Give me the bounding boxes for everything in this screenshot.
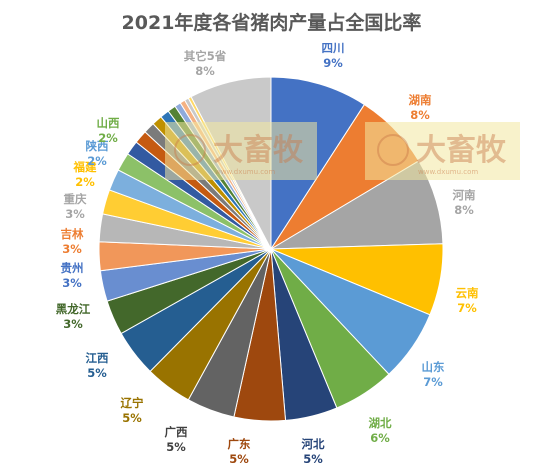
slice-name-label: 山东 [422,360,445,374]
slice-name-label: 湖南 [409,93,432,107]
slice-name-label: 辽宁 [121,396,144,410]
watermark-left: 大畜牧 www.dxumu.com [165,122,317,180]
slice-name-label: 福建 [73,160,97,174]
slice-name-label: 陕西 [86,139,109,153]
watermark-site: www.dxumu.com [418,168,478,176]
slice-percent-label: 3% [65,207,85,221]
slice-name-label: 四川 [322,41,345,55]
slice-percent-label: 8% [454,203,474,217]
slice-percent-label: 5% [229,452,249,466]
slice-name-label: 山西 [97,116,120,130]
slice-percent-label: 9% [323,56,343,70]
pie-slice [270,76,366,251]
slice-percent-label: 2% [87,154,107,168]
slice-percent-label: 8% [410,108,430,122]
slice-percent-label: 5% [303,452,323,466]
pie-labels: 四川9%湖南8%河南8%云南7%山东7%湖北6%河北5%广东5%广西5%辽宁5%… [56,41,479,466]
slice-percent-label: 3% [62,242,82,256]
slice-name-label: 云南 [456,286,479,300]
watermark-right: 大畜牧 www.dxumu.com [365,122,520,180]
slice-name-label: 广东 [228,437,251,451]
slice-percent-label: 7% [457,301,477,315]
chart-title: 2021年度各省猪肉产量占全国比率 [121,12,422,34]
slice-name-label: 重庆 [64,192,87,206]
watermark-site: www.dxumu.com [215,168,275,176]
slice-name-label: 湖北 [369,416,392,430]
slice-percent-label: 5% [87,366,107,380]
slice-name-label: 江西 [86,351,109,365]
slice-percent-label: 6% [370,431,390,445]
watermark-brand: 大畜牧 [416,133,507,168]
slice-percent-label: 5% [122,411,142,425]
watermark-layer: 大畜牧 www.dxumu.com 大畜牧 www.dxumu.com [165,122,520,180]
slice-name-label: 吉林 [61,227,84,241]
slice-percent-label: 3% [62,276,82,290]
slice-percent-label: 7% [423,375,443,389]
slice-percent-label: 8% [195,64,215,78]
slice-name-label: 河南 [453,188,476,202]
slice-percent-label: 3% [63,317,83,331]
slice-name-label: 黑龙江 [56,302,91,316]
slice-name-label: 贵州 [61,261,84,275]
slice-percent-label: 5% [166,440,186,454]
slice-percent-label: 2% [98,131,118,145]
slice-name-label: 其它5省 [184,49,227,63]
watermark-brand: 大畜牧 [213,133,304,168]
slice-name-label: 广西 [165,425,188,439]
slice-percent-label: 2% [75,175,95,189]
slice-name-label: 河北 [302,437,325,451]
